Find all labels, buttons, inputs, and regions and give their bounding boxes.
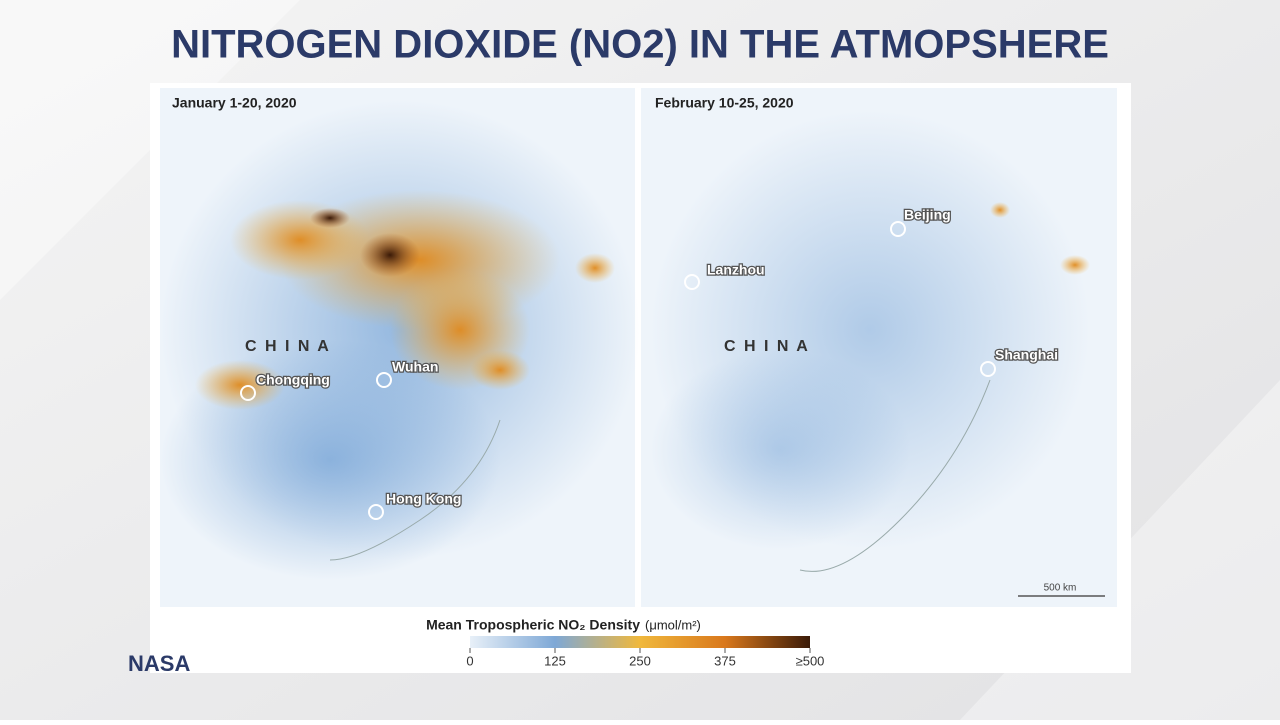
map-left: January 1-20, 2020 C H I N A Chongqing W… [160,88,640,607]
tick-label: ≥500 [796,653,825,668]
legend: Mean Tropospheric NO₂ Density (μmol/m²) … [426,617,824,669]
panel-date: January 1-20, 2020 [172,95,297,111]
tick-label: 250 [629,653,651,668]
tick-label: 375 [714,653,736,668]
city-label: Hong Kong [386,491,461,507]
panel-date: February 10-25, 2020 [655,95,794,111]
country-label: C H I N A [245,338,331,355]
legend-unit: (μmol/m²) [645,617,701,632]
map-right: February 10-25, 2020 C H I N A Beijing L… [641,88,1117,607]
city-label: Beijing [904,207,951,223]
scale-label: 500 km [1044,583,1077,594]
legend-title: Mean Tropospheric NO₂ Density [426,617,640,633]
city-label: Shanghai [995,347,1058,363]
colorbar [470,636,810,648]
source: NASA [128,651,190,676]
city-label: Lanzhou [707,262,765,278]
country-label: C H I N A [724,338,810,355]
title: NITROGEN DIOXIDE (NO2) IN THE ATMOPSHERE [171,23,1109,67]
city-label: Wuhan [392,359,438,375]
tick-label: 0 [466,653,473,668]
city-label: Chongqing [256,372,330,388]
tick-label: 125 [544,653,566,668]
